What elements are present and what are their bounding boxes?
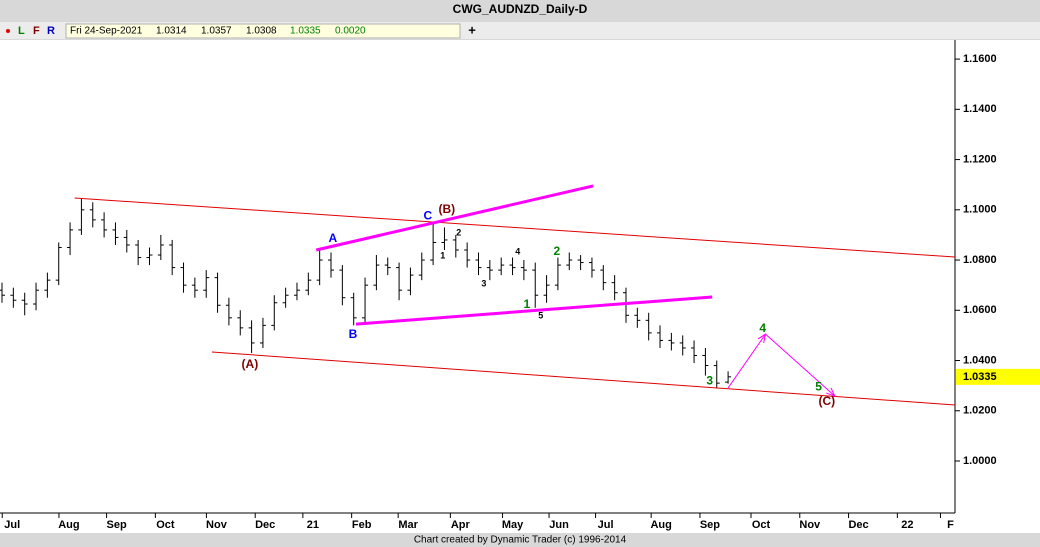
x-tick-label: Mar [398,519,418,531]
wave-label: 1 [440,250,445,260]
y-tick-label: 1.1000 [963,204,997,216]
x-tick-label: Nov [206,519,228,531]
wave-label: 1 [523,297,530,311]
plot-background [0,40,1040,533]
x-tick-label: Jul [598,519,614,531]
x-tick-label: 21 [307,519,319,531]
wave-label: A [328,231,337,245]
x-tick-label: Dec [848,519,868,531]
last-price-box [956,368,1040,385]
wave-label: C [423,208,432,222]
wave-label: 4 [515,246,520,256]
y-tick-label: 1.1400 [963,103,997,115]
flag: L [18,25,25,37]
x-tick-label: Aug [58,519,79,531]
x-tick-label: F [947,519,954,531]
x-tick-label: Apr [451,519,471,531]
info-close: 1.0335 [290,26,321,37]
footer-bar [0,533,1040,547]
wave-label: 5 [538,310,543,320]
trendline [355,295,713,326]
wave-label: 4 [759,321,766,335]
wave-label: B [349,327,358,341]
wave-label: (A) [242,357,259,371]
wave-label: 5 [815,379,822,393]
info-change: 0.0020 [335,26,366,37]
info-low: 1.0308 [246,26,277,37]
x-tick-label: Dec [255,519,275,531]
x-tick-label: Feb [352,519,372,531]
flag: F [33,25,40,37]
x-tick-label: Jul [4,519,20,531]
wave-label: (B) [439,202,456,216]
x-tick-label: Sep [106,519,126,531]
wave-label: (C) [818,394,835,408]
arrow-head [757,333,767,344]
trendline [74,197,956,258]
x-tick-label: Sep [700,519,720,531]
info-date: Fri 24-Sep-2021 [70,26,143,37]
wave-label: 2 [553,244,560,258]
x-tick-label: Aug [650,519,671,531]
x-tick-label: Jun [549,519,569,531]
status-dot [6,29,10,33]
y-tick-label: 1.1600 [963,53,997,65]
x-tick-label: Oct [752,519,771,531]
trendline [315,184,594,252]
wave-label: 2 [456,228,461,238]
footer: Chart created by Dynamic Trader (c) 1996… [414,535,627,546]
chart-title: CWG_AUDNZD_Daily-D [453,2,588,16]
last-price-label: 1.0335 [963,371,997,383]
y-tick-label: 1.0600 [963,304,997,316]
wave-label: 3 [706,373,713,387]
y-tick-label: 1.0800 [963,254,997,266]
info-field [65,23,461,39]
y-tick-label: 1.0000 [963,455,997,467]
info-high: 1.0357 [201,26,232,37]
y-tick-label: 1.1200 [963,153,997,165]
y-tick-label: 1.0200 [963,405,997,417]
y-tick-label: 1.0400 [963,354,997,366]
x-tick-label: Nov [799,519,821,531]
add-button[interactable]: + [468,22,476,37]
x-tick-label: 22 [901,519,913,531]
wave-label: 3 [481,279,486,289]
x-tick-label: May [502,519,524,531]
arrow-head [826,387,836,397]
flag: R [47,25,55,37]
x-tick-label: Oct [156,519,175,531]
trendline [211,351,956,406]
info-open: 1.0314 [156,26,187,37]
